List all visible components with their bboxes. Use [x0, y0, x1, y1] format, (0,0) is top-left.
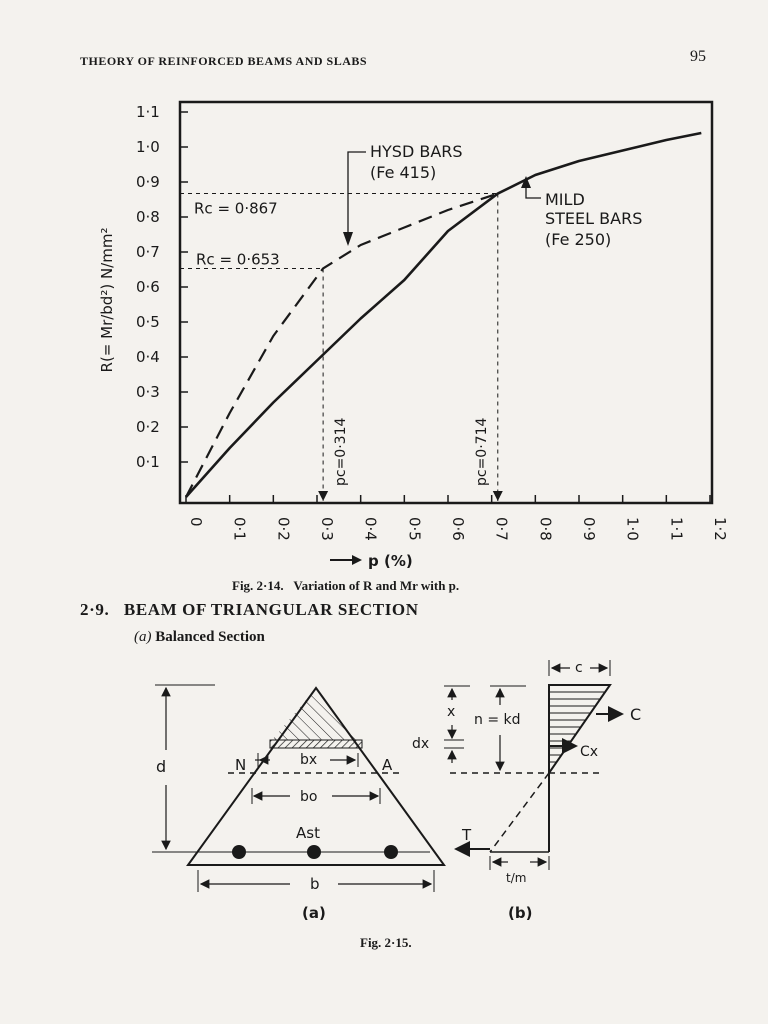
hysd-leader-arrow [343, 232, 353, 246]
marker-arrow-1 [318, 491, 329, 501]
rebar-3 [384, 845, 398, 859]
y-tick-label: 0·2 [136, 418, 160, 436]
y-tick-label: 0·9 [136, 173, 160, 191]
x-tick-label: 0·7 [493, 517, 511, 541]
series-line-2 [185, 131, 702, 498]
rebar-1 [232, 845, 246, 859]
x-tick-label: 0·1 [231, 517, 249, 541]
x-tick-label: 0 [187, 517, 205, 527]
stress-diagram: c C Cx T x dx n = kd t/m (b) [412, 660, 641, 922]
mild-leader [525, 185, 541, 199]
series-line-1 [185, 192, 499, 498]
label-N: N [235, 756, 246, 774]
label-bx: bx [300, 752, 317, 768]
fig-2-15-caption: Fig. 2·15. [360, 935, 412, 950]
x-axis-label-group: p (%) [330, 552, 413, 570]
plot-frame [178, 100, 714, 505]
label-bo: bo [300, 789, 317, 805]
x-tick-label: 0·3 [318, 517, 336, 541]
pc-label-2: pc=0·714 [474, 418, 490, 486]
triangular-section: d N A bx bo Ast b (a) [152, 684, 446, 922]
x-axis-label: p (%) [368, 552, 413, 570]
x-tick-label: 0·9 [580, 517, 598, 541]
y-tick-label: 0·5 [136, 313, 160, 331]
y-tick-label: 0·6 [136, 278, 160, 296]
section-heading: 2·9. BEAM OF TRIANGULAR SECTION [80, 600, 419, 619]
y-axis-label: R(= Mr/bd²) N/mm² [98, 228, 116, 373]
y-tick-label: 0·1 [136, 453, 160, 471]
label-T: T [461, 826, 472, 844]
mild-label-line-1: MILD [545, 190, 585, 209]
label-C: C [630, 705, 641, 724]
hysd-leader [347, 151, 366, 235]
y-tick-label: 0·8 [136, 208, 160, 226]
mild-leader-arrow [521, 176, 531, 188]
label-x: x [447, 704, 455, 720]
rebar-2 [307, 845, 321, 859]
mild-label-line-3: (Fe 250) [545, 230, 611, 249]
y-tick-label: 1·1 [136, 103, 160, 121]
label-dx: dx [412, 736, 429, 752]
x-tick-label: 0·5 [405, 517, 423, 541]
x-tick-label: 0·6 [449, 517, 467, 541]
y-tick-label: 1·0 [136, 138, 160, 156]
x-tick-label: 1·2 [711, 517, 729, 541]
rc-label-2: Rc = 0·653 [196, 250, 280, 268]
label-t-over-m: t/m [506, 871, 526, 885]
label-A: A [382, 756, 393, 774]
hysd-label-line-1: HYSD BARS [370, 142, 463, 161]
label-n-kd: n = kd [474, 712, 521, 728]
rc-label-1: Rc = 0·867 [194, 200, 278, 218]
x-tick-label: 0·4 [362, 517, 380, 541]
label-c: c [575, 660, 583, 676]
label-fig-b: (b) [508, 904, 532, 922]
y-tick-label: 0·4 [136, 348, 160, 366]
y-tick-label: 0·7 [136, 243, 160, 261]
label-b: b [310, 875, 320, 893]
x-tick-label: 1·1 [667, 517, 685, 541]
label-ast: Ast [296, 824, 320, 842]
hysd-label-line-2: (Fe 415) [370, 163, 436, 182]
x-tick-label: 0·2 [274, 517, 292, 541]
page-number: 95 [690, 48, 706, 65]
label-d: d [156, 757, 166, 776]
label-Cx: Cx [580, 744, 598, 760]
running-head: THEORY OF REINFORCED BEAMS AND SLABS [80, 54, 368, 68]
pc-label-1: pc=0·314 [333, 418, 349, 486]
marker-arrow-2 [492, 491, 503, 501]
mild-label-line-2: STEEL BARS [545, 209, 642, 228]
fig-2-14-caption: Fig. 2·14. Variation of R and Mr with p. [232, 578, 460, 593]
x-tick-label: 1·0 [624, 517, 642, 541]
x-tick-label: 0·8 [536, 517, 554, 541]
label-fig-a: (a) [302, 904, 326, 922]
y-tick-label: 0·3 [136, 383, 160, 401]
sub-heading: (a) Balanced Section [134, 629, 265, 645]
